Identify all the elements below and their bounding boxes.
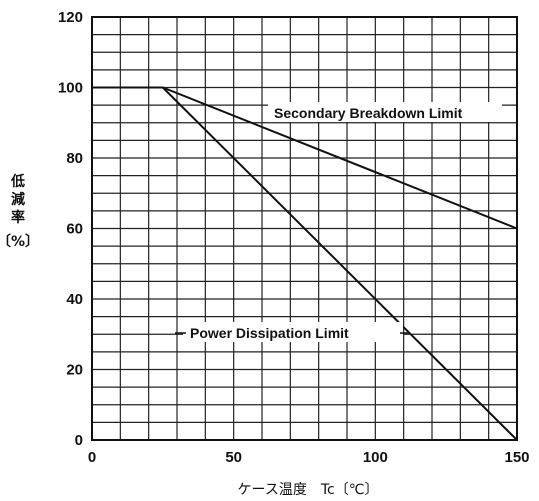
x-tick-labels: 0 50 100 150	[88, 449, 530, 466]
x-tick-label: 50	[225, 449, 242, 466]
x-tick-label: 100	[363, 449, 388, 466]
y-tick-label: 100	[58, 80, 83, 97]
y-tick-label: 40	[66, 291, 83, 308]
y-axis-unit: 〔%〕	[0, 234, 39, 250]
y-tick-labels: 0 20 40 60 80 100 120	[58, 9, 83, 449]
x-tick-label: 0	[88, 449, 96, 466]
y-tick-label: 0	[75, 432, 83, 449]
secondary-breakdown-label: Secondary Breakdown Limit	[274, 105, 463, 121]
power-dissipation-label: Power Dissipation Limit	[190, 325, 349, 341]
y-tick-label: 80	[66, 150, 83, 167]
grid-lines	[92, 17, 517, 440]
power-dissipation-label-bg	[183, 322, 403, 342]
y-axis-label-char-1: 低	[10, 173, 25, 190]
secondary-breakdown-label-bg	[268, 102, 502, 122]
y-tick-label: 120	[58, 9, 83, 26]
y-tick-label: 60	[66, 221, 83, 238]
y-axis-label-char-3: 率	[11, 209, 25, 226]
y-axis-label-char-2: 減	[11, 191, 25, 208]
y-tick-label: 20	[66, 362, 83, 379]
x-tick-label: 150	[504, 449, 529, 466]
x-axis-label: ケース温度 Tc〔℃〕	[238, 482, 379, 498]
